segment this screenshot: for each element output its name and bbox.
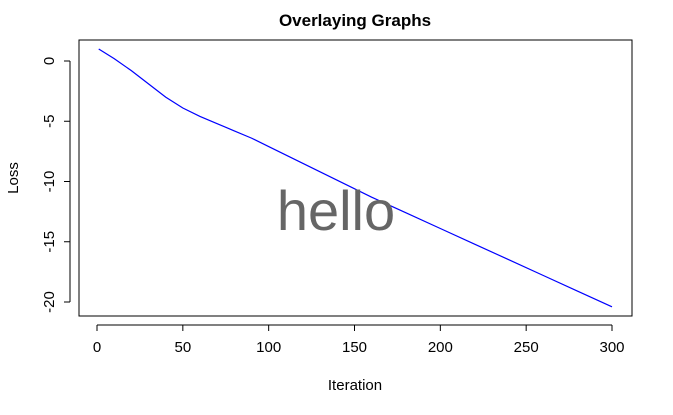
x-axis-label: Iteration [328,377,382,394]
series-layer [98,48,613,308]
x-tick-label: 50 [174,339,191,356]
y-axis-ticks: 0 -5 -10 -15 -20 [41,57,70,313]
y-tick-label: -15 [41,231,58,253]
y-axis-label: Loss [5,162,22,194]
hello-annotation: hello [277,179,395,242]
chart-title: Overlaying Graphs [279,11,431,30]
x-tick-label: 300 [599,339,624,356]
y-tick-label: -20 [41,291,58,313]
x-axis-ticks: 0 50 100 150 200 250 300 [93,325,625,356]
x-tick-label: 200 [428,339,453,356]
y-tick-label: -5 [41,115,58,128]
x-tick-label: 100 [256,339,281,356]
x-tick-label: 250 [514,339,539,356]
y-tick-label: -10 [41,171,58,193]
plot-area-frame [78,39,633,317]
y-tick-label: 0 [41,57,58,65]
x-tick-label: 0 [93,339,101,356]
loss-series-line [98,48,613,308]
x-tick-label: 150 [342,339,367,356]
